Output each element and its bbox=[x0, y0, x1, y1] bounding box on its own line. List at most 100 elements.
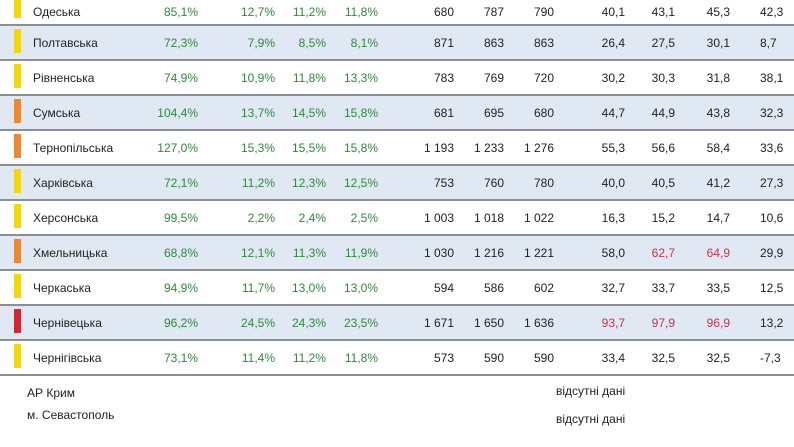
footer-row: м. Севастополь відсутні дані bbox=[0, 406, 794, 432]
value-pct-3: 11,2% bbox=[292, 350, 326, 365]
rate-1: 30,2 bbox=[601, 70, 625, 85]
count-3: 1 221 bbox=[523, 245, 554, 260]
count-2: 760 bbox=[483, 175, 504, 190]
risk-level-marker bbox=[14, 169, 21, 193]
region-name: Рівненська bbox=[33, 70, 95, 85]
count-1: 871 bbox=[433, 35, 454, 50]
table-row: Рівненська 74,9% 10,9% 11,8% 13,3% 783 7… bbox=[0, 61, 794, 96]
count-1: 753 bbox=[433, 175, 454, 190]
footer-note: відсутні дані bbox=[556, 412, 626, 426]
rate-3: 96,9 bbox=[706, 315, 730, 330]
rate-3: 64,9 bbox=[706, 245, 730, 260]
rate-1: 44,7 bbox=[601, 105, 625, 120]
count-1: 681 bbox=[433, 105, 454, 120]
value-pct-3: 2,4% bbox=[298, 210, 326, 225]
rate-2: 15,2 bbox=[651, 210, 675, 225]
delta-value: 33,6 bbox=[760, 140, 784, 155]
rate-2: 44,9 bbox=[651, 105, 675, 120]
rate-1: 58,0 bbox=[601, 245, 625, 260]
delta-value: 10,6 bbox=[760, 210, 784, 225]
value-pct-3: 11,3% bbox=[292, 245, 326, 260]
count-3: 863 bbox=[533, 35, 554, 50]
rate-2: 27,5 bbox=[651, 35, 675, 50]
value-pct-4: 13,3% bbox=[343, 70, 378, 85]
delta-value: 42,3 bbox=[760, 5, 784, 19]
count-3: 1 022 bbox=[523, 210, 554, 225]
regions-table: Одеська 85,1% 12,7% 11,2% 11,8% 680 787 … bbox=[0, 0, 794, 432]
count-2: 863 bbox=[483, 35, 504, 50]
value-pct-1: 72,3% bbox=[163, 35, 198, 50]
delta-value: 29,9 bbox=[760, 245, 784, 260]
count-2: 695 bbox=[483, 105, 504, 120]
rate-1: 93,7 bbox=[601, 315, 625, 330]
value-pct-2: 11,7% bbox=[241, 280, 275, 295]
table-row: Тернопільська 127,0% 15,3% 15,5% 15,8% 1… bbox=[0, 131, 794, 166]
value-pct-2: 12,7% bbox=[240, 5, 275, 19]
count-2: 1 650 bbox=[473, 315, 504, 330]
value-pct-2: 11,2% bbox=[241, 175, 275, 190]
table-row: Одеська 85,1% 12,7% 11,2% 11,8% 680 787 … bbox=[0, 0, 794, 26]
count-1: 1 671 bbox=[423, 315, 454, 330]
table-row: Херсонська 99,5% 2,2% 2,4% 2,5% 1 003 1 … bbox=[0, 201, 794, 236]
region-name: Сумська bbox=[33, 105, 81, 120]
count-3: 590 bbox=[533, 350, 554, 365]
rate-3: 43,8 bbox=[706, 105, 730, 120]
count-1: 783 bbox=[433, 70, 454, 85]
rate-3: 31,8 bbox=[706, 70, 730, 85]
count-1: 573 bbox=[433, 350, 454, 365]
value-pct-4: 15,8% bbox=[343, 140, 378, 155]
value-pct-3: 11,8% bbox=[292, 70, 326, 85]
value-pct-1: 74,9% bbox=[163, 70, 198, 85]
rate-3: 33,5 bbox=[706, 280, 730, 295]
risk-level-marker bbox=[14, 309, 21, 333]
value-pct-2: 15,3% bbox=[240, 140, 275, 155]
value-pct-2: 7,9% bbox=[247, 35, 275, 50]
value-pct-1: 85,1% bbox=[163, 5, 198, 19]
rate-1: 26,4 bbox=[601, 35, 625, 50]
delta-value: 27,3 bbox=[760, 175, 784, 190]
rate-2: 56,6 bbox=[651, 140, 675, 155]
region-name: Хмельницька bbox=[33, 245, 108, 260]
risk-level-marker bbox=[14, 99, 21, 123]
count-3: 790 bbox=[533, 5, 554, 19]
risk-level-marker bbox=[14, 204, 21, 228]
value-pct-3: 15,5% bbox=[291, 140, 326, 155]
region-name: Тернопільська bbox=[33, 140, 114, 155]
risk-level-marker bbox=[14, 134, 21, 158]
value-pct-2: 10,9% bbox=[240, 70, 275, 85]
region-name: Одеська bbox=[33, 5, 81, 19]
count-1: 594 bbox=[433, 280, 454, 295]
footer-region: м. Севастополь bbox=[27, 408, 115, 422]
value-pct-1: 68,8% bbox=[163, 245, 198, 260]
table-row: Чернівецька 96,2% 24,5% 24,3% 23,5% 1 67… bbox=[0, 306, 794, 341]
table-row: Хмельницька 68,8% 12,1% 11,3% 11,9% 1 03… bbox=[0, 236, 794, 271]
value-pct-3: 24,3% bbox=[291, 315, 326, 330]
count-2: 787 bbox=[483, 5, 504, 19]
region-name: Полтавська bbox=[33, 35, 98, 50]
value-pct-1: 72,1% bbox=[163, 175, 198, 190]
count-3: 780 bbox=[533, 175, 554, 190]
rate-3: 14,7 bbox=[706, 210, 730, 225]
rate-1: 40,1 bbox=[601, 5, 625, 19]
footer-region: АР Крим bbox=[27, 386, 75, 400]
count-2: 1 018 bbox=[473, 210, 504, 225]
rate-2: 62,7 bbox=[651, 245, 675, 260]
delta-value: -7,3 bbox=[760, 350, 781, 365]
count-3: 720 bbox=[533, 70, 554, 85]
table-row: Харківська 72,1% 11,2% 12,3% 12,5% 753 7… bbox=[0, 166, 794, 201]
rate-3: 32,5 bbox=[706, 350, 730, 365]
risk-level-marker bbox=[14, 274, 21, 298]
table-row: Чернігівська 73,1% 11,4% 11,2% 11,8% 573… bbox=[0, 341, 794, 376]
value-pct-2: 13,7% bbox=[240, 105, 275, 120]
risk-level-marker bbox=[14, 0, 21, 18]
value-pct-2: 24,5% bbox=[240, 315, 275, 330]
rate-1: 40,0 bbox=[601, 175, 625, 190]
count-2: 1 216 bbox=[473, 245, 504, 260]
count-3: 1 276 bbox=[523, 140, 554, 155]
rate-2: 43,1 bbox=[651, 5, 675, 19]
delta-value: 8,7 bbox=[760, 35, 777, 50]
rate-1: 33,4 bbox=[601, 350, 625, 365]
count-1: 1 193 bbox=[423, 140, 454, 155]
rate-1: 32,7 bbox=[601, 280, 625, 295]
footer-row: АР Крим відсутні дані bbox=[0, 380, 794, 406]
